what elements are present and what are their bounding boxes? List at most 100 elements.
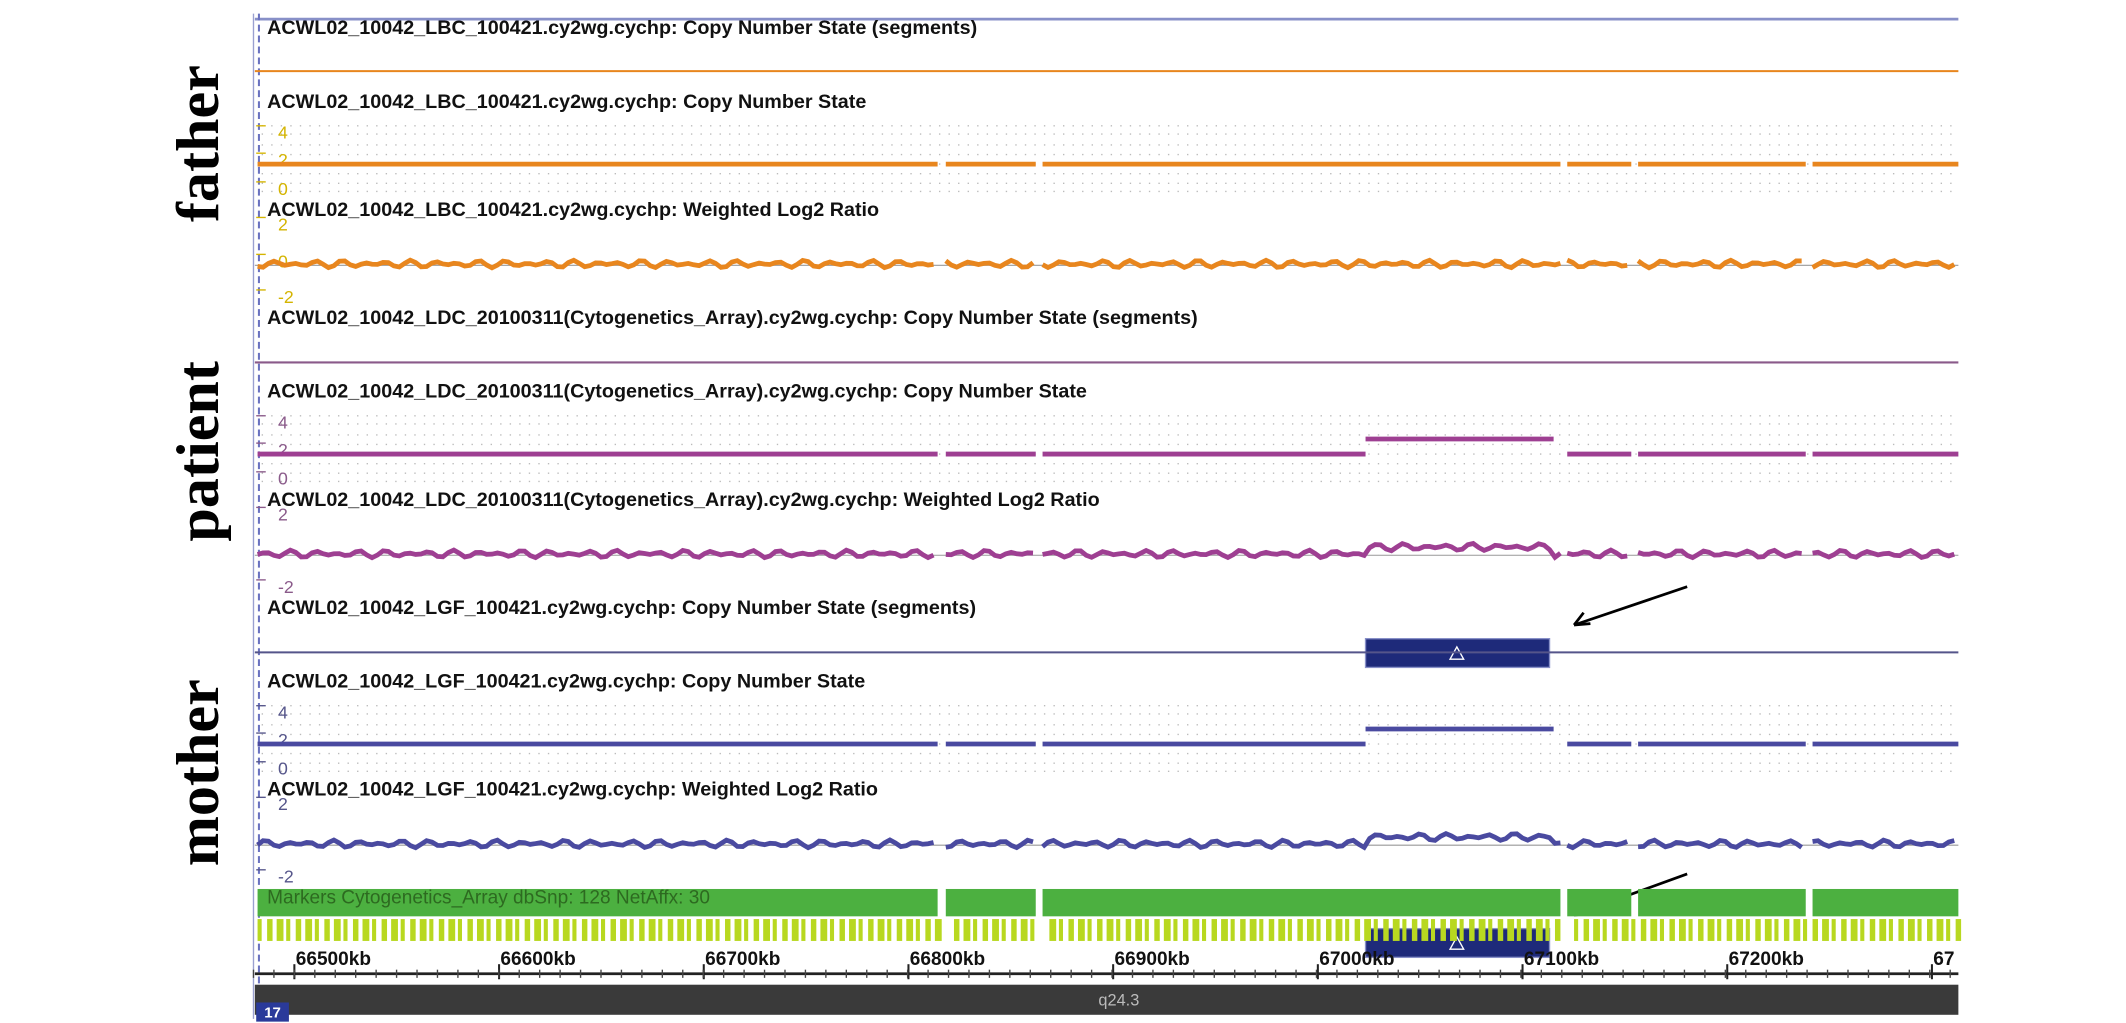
marker-tick [1936,919,1944,941]
marker-tick [1955,919,1962,941]
marker-tick [1097,919,1103,941]
sample-label: mother [164,679,231,866]
marker-tick [1144,919,1149,941]
arrow-head [1572,611,1591,627]
track-title: ACWL02_10042_LBC_100421.cy2wg.cychp: Cop… [267,17,977,39]
marker-tick [295,919,302,941]
marker-tick [620,919,627,941]
axis-label: 0 [278,251,288,271]
marker-tick [572,919,577,941]
marker-tick [581,919,588,941]
log2-line [1041,257,1562,271]
marker-tick [515,919,520,941]
arrow [1573,585,1688,627]
marker-tick [1831,919,1836,941]
marker-tick [1574,919,1579,941]
marker-tick [286,919,291,941]
marker-tick [467,919,473,941]
marker-tick [1774,919,1779,941]
marker-tick [849,919,856,941]
marker-block [1567,888,1632,917]
marker-tick [524,919,531,941]
marker-tick [1478,919,1486,941]
marker-tick [1030,919,1035,941]
marker-tick [1077,919,1085,941]
marker-block [1812,888,1959,917]
marker-tick [372,919,377,941]
marker-tick [1221,919,1228,941]
marker-block [1638,888,1806,917]
cytoband [254,984,1959,1015]
marker-tick [1745,919,1750,941]
marker-tick [725,919,731,941]
axis-label: 0 [278,179,288,199]
marker-tick [772,919,777,941]
marker-tick [1058,919,1063,941]
log2-line [1566,257,1628,270]
axis-label: 4 [278,123,288,143]
sample-label: patient [164,361,231,542]
marker-tick [1068,919,1074,941]
log2-line [1637,837,1804,850]
marker-tick [658,919,663,941]
marker-tick [953,919,960,941]
marker-tick [1717,919,1722,941]
marker-tick [1841,919,1847,941]
axis-label: 2 [278,730,288,750]
marker-tick [1306,919,1314,941]
marker-tick [677,919,685,941]
axis-label: -2 [278,577,294,597]
marker-tick [305,919,313,941]
marker-tick [1049,919,1057,941]
marker-tick [1659,919,1665,941]
marker-tick [1736,919,1744,941]
marker-tick [496,919,502,941]
marker-tick [1812,919,1819,941]
axis-label: 2 [278,440,288,460]
marker-tick [887,919,892,941]
marker-tick [1803,919,1808,941]
log2-line [1041,830,1561,851]
marker-tick [1469,919,1475,941]
log2-line [256,547,935,561]
chromosome-label: 17 [264,1004,281,1021]
marker-tick [1364,919,1371,941]
track-title: ACWL02_10042_LGF_100421.cy2wg.cychp: Wei… [267,779,878,801]
track-title: ACWL02_10042_LDC_20100311(Cytogenetics_A… [267,489,1100,511]
marker-tick [362,919,370,941]
marker-tick [1125,919,1132,941]
marker-tick [324,919,330,941]
ruler-label: 66500kb [296,949,371,970]
track-title: ACWL02_10042_LBC_100421.cy2wg.cychp: Cop… [267,91,866,113]
marker-tick [1535,919,1543,941]
marker-tick [543,919,548,941]
log2-line [1636,257,1802,271]
marker-tick [1106,919,1114,941]
marker-tick [486,919,491,941]
marker-tick [696,919,702,941]
marker-block [257,888,938,917]
track-title: ACWL02_10042_LGF_100421.cy2wg.cychp: Cop… [267,671,865,693]
log2-line [256,837,935,851]
ruler-label: 67000kb [1319,949,1394,970]
gain-icon [1448,935,1465,950]
marker-tick [925,919,931,941]
log2-line [1812,837,1955,850]
marker-tick [1593,919,1600,941]
axis-label: 2 [278,150,288,170]
marker-tick [1354,919,1361,941]
log2-line [1811,258,1956,271]
marker-tick [648,919,656,941]
log2-line [1566,547,1628,560]
ruler-label: 67 [1933,949,1954,970]
marker-tick [1822,919,1829,941]
marker-tick [1011,919,1017,941]
marker-tick [1927,919,1933,941]
marker-tick [1917,919,1922,941]
marker-tick [1612,919,1618,941]
marker-tick [1345,919,1350,941]
marker-tick [1240,919,1246,941]
axis-label: -2 [278,867,294,887]
marker-tick [1640,919,1647,941]
marker-tick [448,919,456,941]
